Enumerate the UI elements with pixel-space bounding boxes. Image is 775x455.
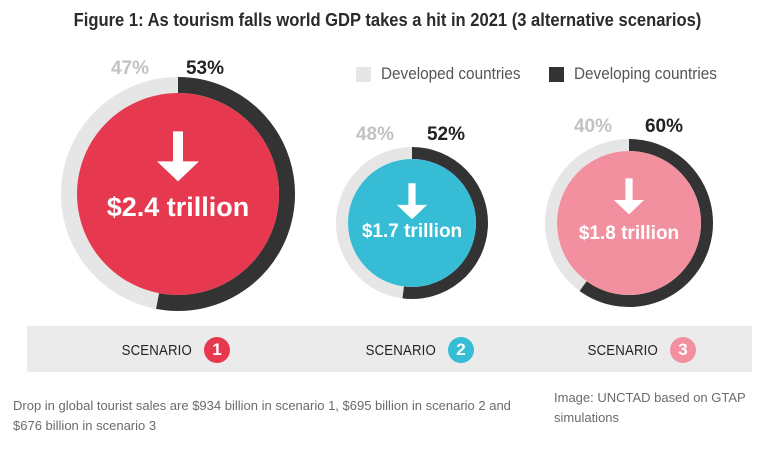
scenario-1-text: SCENARIO: [121, 341, 192, 359]
scenario-1-developed-pct: 47%: [111, 58, 149, 79]
scenario-3-developed-pct: 40%: [574, 116, 612, 137]
scenario-2-developing-arc: [402, 147, 488, 299]
legend-label-developed: Developed countries: [381, 64, 521, 83]
legend-swatch-developing: [549, 66, 564, 82]
source-note: Image: UNCTAD based on GTAP simulations: [554, 390, 746, 425]
chart-title: Figure 1: As tourism falls world GDP tak…: [73, 10, 702, 30]
scenario-1-gdp-loss-label: $2.4 trillion: [107, 192, 250, 222]
scenario-2-text: SCENARIO: [365, 341, 436, 359]
legend-swatch-developed: [356, 66, 371, 82]
scenario-1-label: SCENARIO 1: [112, 337, 230, 363]
legend-developing: Developing countries: [549, 64, 733, 84]
scenario-2-developing-pct: 52%: [427, 124, 465, 145]
scenario-3-down-arrow-icon: [613, 178, 645, 215]
scenario-2-label: SCENARIO 2: [356, 337, 474, 363]
legend-label-developing: Developing countries: [574, 64, 717, 83]
scenario-1-developing-pct: 53%: [186, 58, 224, 79]
scenario-2-center: [348, 159, 476, 287]
legend-developed: Developed countries: [356, 64, 536, 84]
scenario-2-gdp-loss-label: $1.7 trillion: [362, 221, 462, 242]
scenario-3-text: SCENARIO: [587, 341, 658, 359]
scenario-2-developed-pct: 48%: [356, 124, 394, 145]
scenario-2-badge: 2: [447, 337, 474, 363]
scenario-1-down-arrow-icon: [157, 131, 199, 182]
scenario-3-badge: 3: [669, 337, 696, 363]
scenario-3-donut: $1.8 trillion 40% 60%: [545, 116, 713, 307]
scenario-1-developing-arc: [156, 77, 295, 311]
scenario-1-badge: 1: [203, 337, 230, 363]
scenario-3-developing-arc: [579, 139, 713, 307]
scenario-3-label: SCENARIO 3: [578, 337, 696, 363]
scenario-3-gdp-loss-label: $1.8 trillion: [579, 223, 679, 244]
scenario-band: [27, 326, 752, 372]
footnote: Drop in global tourist sales are $934 bi…: [13, 398, 511, 433]
scenario-2-donut: $1.7 trillion 48% 52%: [336, 124, 488, 299]
scenario-1-center: [77, 93, 279, 295]
scenario-1-donut: $2.4 trillion 47% 53%: [61, 58, 295, 311]
scenario-3-center: [557, 151, 701, 295]
scenario-2-down-arrow-icon: [396, 183, 428, 220]
scenario-3-developing-pct: 60%: [645, 116, 683, 137]
